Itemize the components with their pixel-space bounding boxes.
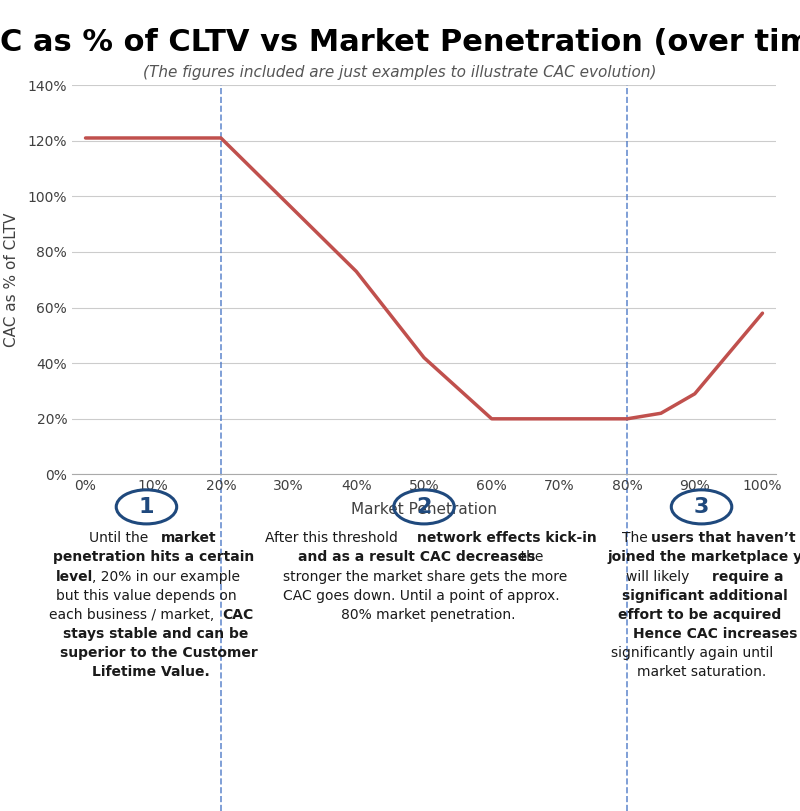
Text: 2: 2 [416, 497, 432, 517]
Text: 3: 3 [694, 497, 710, 517]
Text: - the: - the [507, 551, 543, 564]
Text: and as a result CAC decreases: and as a result CAC decreases [298, 551, 535, 564]
Text: Hence CAC increases: Hence CAC increases [633, 627, 798, 641]
Text: each business / market,: each business / market, [49, 608, 218, 622]
Text: but this value depends on: but this value depends on [56, 589, 237, 603]
Text: (The figures included are just examples to illustrate CAC evolution): (The figures included are just examples … [143, 65, 657, 79]
Text: The: The [622, 531, 652, 545]
Text: Until the: Until the [89, 531, 152, 545]
Text: , 20% in our example: , 20% in our example [92, 569, 240, 584]
Text: After this threshold: After this threshold [265, 531, 402, 545]
Text: will likely: will likely [626, 569, 694, 584]
Text: 80% market penetration.: 80% market penetration. [341, 608, 515, 622]
Text: Lifetime Value.: Lifetime Value. [92, 665, 210, 680]
Text: network effects kick-in: network effects kick-in [417, 531, 597, 545]
Text: stronger the market share gets the more: stronger the market share gets the more [283, 569, 567, 584]
Text: market: market [161, 531, 217, 545]
Text: market saturation.: market saturation. [637, 665, 766, 680]
Text: superior to the Customer: superior to the Customer [60, 646, 258, 660]
Text: require a: require a [712, 569, 784, 584]
Text: joined the marketplace yet: joined the marketplace yet [608, 551, 800, 564]
Text: CAC as % of CLTV vs Market Penetration (over time): CAC as % of CLTV vs Market Penetration (… [0, 28, 800, 58]
Text: level: level [56, 569, 94, 584]
Y-axis label: CAC as % of CLTV: CAC as % of CLTV [4, 212, 19, 347]
Text: CAC: CAC [222, 608, 254, 622]
X-axis label: Market Penetration: Market Penetration [351, 502, 497, 517]
Text: significantly again until: significantly again until [611, 646, 774, 660]
Text: CAC goes down. Until a point of approx.: CAC goes down. Until a point of approx. [283, 589, 560, 603]
Text: .: . [770, 608, 779, 622]
Text: 1: 1 [138, 497, 154, 517]
Text: stays stable and can be: stays stable and can be [63, 627, 249, 641]
Text: users that haven’t: users that haven’t [651, 531, 796, 545]
Text: significant additional: significant additional [622, 589, 788, 603]
Text: effort to be acquired: effort to be acquired [618, 608, 782, 622]
Text: penetration hits a certain: penetration hits a certain [53, 551, 254, 564]
